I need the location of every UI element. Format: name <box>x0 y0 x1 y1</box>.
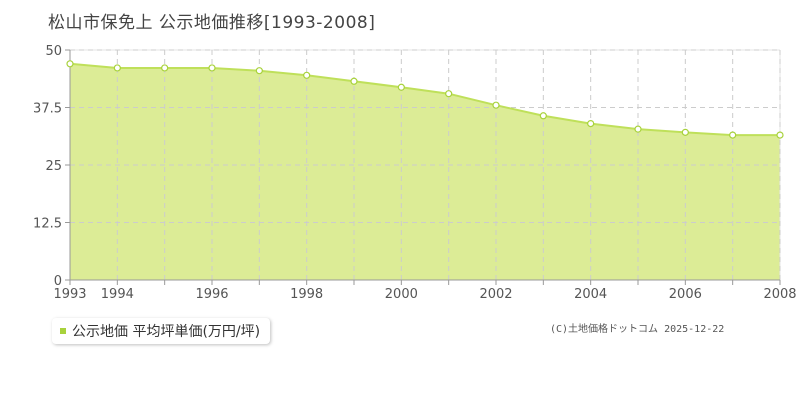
y-tick-label: 37.5 <box>33 102 62 117</box>
x-tick-label: 1996 <box>195 287 228 302</box>
legend-swatch <box>60 328 66 334</box>
data-point <box>303 71 311 79</box>
x-tick-label: 2008 <box>763 287 796 302</box>
data-point <box>681 128 689 136</box>
x-tick-label: 1993 <box>53 287 86 302</box>
series-area <box>70 63 780 280</box>
data-point <box>255 67 263 75</box>
data-point <box>113 64 121 72</box>
data-point <box>445 90 453 98</box>
x-tick-label: 2006 <box>669 287 702 302</box>
y-tick-label: 0 <box>54 274 62 289</box>
copyright-text: (C)土地価格ドットコム 2025-12-22 <box>550 324 725 335</box>
y-tick-label: 50 <box>45 44 62 59</box>
series-line <box>69 62 780 137</box>
x-tick-label: 2002 <box>479 287 512 302</box>
data-point <box>729 131 737 139</box>
x-tick-label: 1994 <box>101 287 134 302</box>
data-point <box>161 64 169 72</box>
data-point <box>350 77 358 85</box>
x-tick-label: 2000 <box>385 287 418 302</box>
x-tick-label: 1998 <box>290 287 323 302</box>
data-point <box>539 112 547 120</box>
legend-label: 公示地価 平均坪単価(万円/坪) <box>72 324 261 340</box>
data-point <box>397 83 405 91</box>
y-tick-label: 25 <box>45 159 62 174</box>
data-point <box>634 125 642 133</box>
data-point <box>208 64 216 72</box>
y-tick-label: 12.5 <box>33 217 62 232</box>
data-point <box>587 119 595 128</box>
data-point <box>66 60 74 68</box>
data-point <box>492 101 500 109</box>
data-point <box>776 131 784 139</box>
x-tick-label: 2004 <box>574 287 607 302</box>
legend: 公示地価 平均坪単価(万円/坪) <box>52 318 271 344</box>
chart-title: 松山市保免上 公示地価推移[1993-2008] <box>48 13 376 33</box>
